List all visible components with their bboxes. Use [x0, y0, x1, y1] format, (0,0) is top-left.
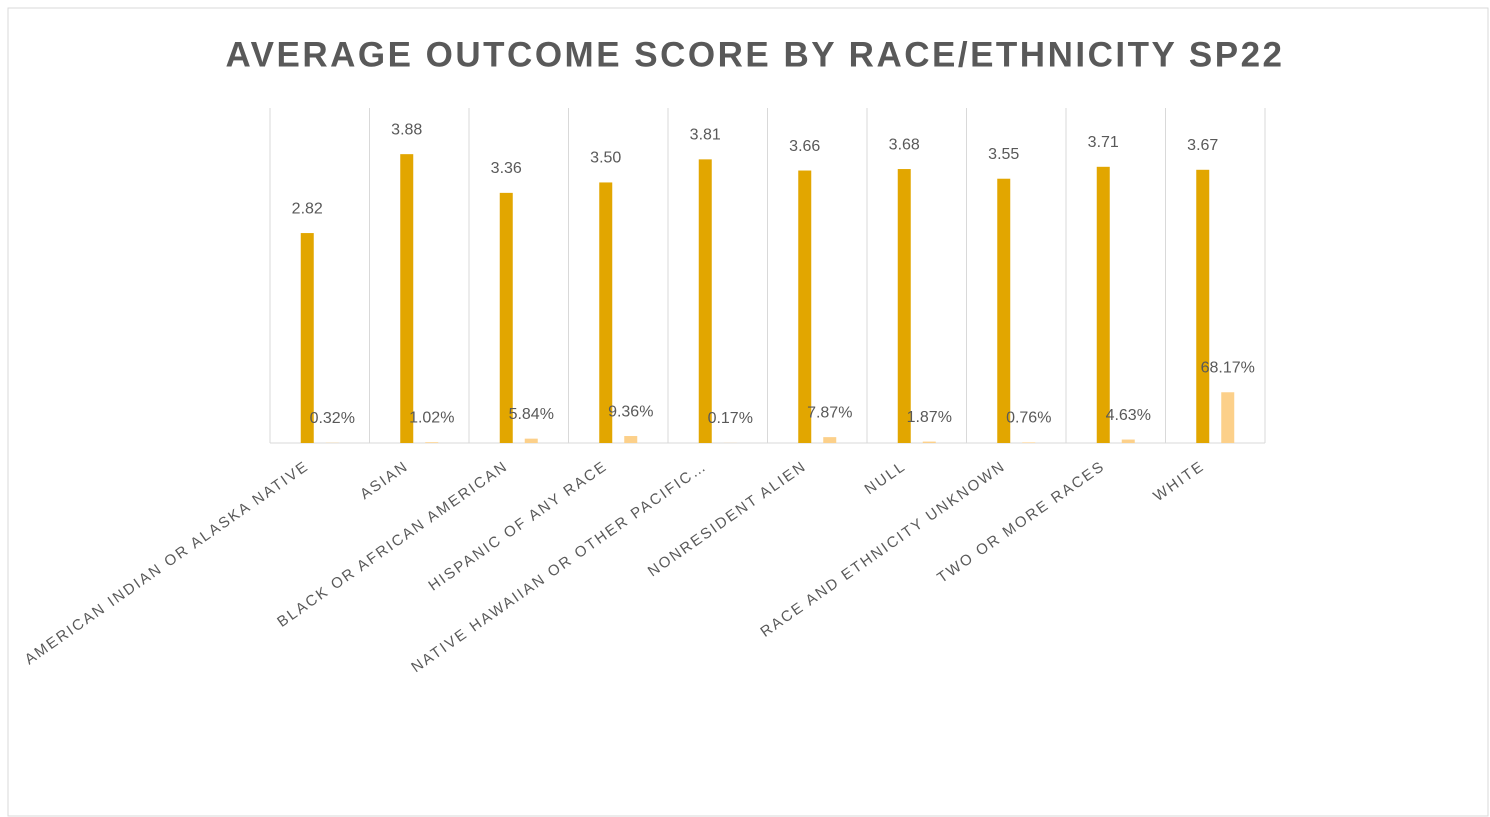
data-label: 4.63% [1106, 407, 1151, 424]
bar [499, 192, 513, 443]
bar [698, 159, 712, 443]
bar [997, 178, 1011, 443]
data-label: 3.68 [889, 136, 920, 153]
data-label: 1.02% [409, 409, 454, 426]
data-label: 9.36% [608, 403, 653, 420]
data-label: 1.87% [907, 409, 952, 426]
data-label: 0.32% [310, 410, 355, 427]
data-label: 3.50 [590, 150, 621, 167]
bar [1196, 169, 1210, 444]
data-label: 0.17% [708, 410, 753, 427]
data-label: 3.67 [1187, 137, 1218, 154]
data-label: 3.71 [1088, 134, 1119, 151]
bar [300, 233, 314, 443]
bar [524, 438, 538, 443]
chart-frame [7, 7, 1489, 817]
data-label: 3.55 [988, 146, 1019, 163]
bar [599, 182, 613, 443]
data-label: 3.36 [491, 160, 522, 177]
data-label: 3.81 [690, 127, 721, 144]
bar [400, 154, 414, 443]
bar [425, 442, 439, 443]
bar [823, 437, 837, 443]
data-label: 2.82 [292, 200, 323, 217]
data-label: 3.66 [789, 138, 820, 155]
data-label: 3.88 [391, 121, 422, 138]
data-label: 7.87% [807, 404, 852, 421]
chart-title: AVERAGE OUTCOME SCORE BY RACE/ETHNICITY … [225, 35, 1284, 74]
bar [1096, 166, 1110, 444]
bar [1022, 442, 1036, 443]
data-label: 68.17% [1201, 359, 1255, 376]
data-label: 0.76% [1006, 410, 1051, 427]
bar [798, 170, 812, 444]
bar [922, 441, 936, 443]
bar [1221, 392, 1235, 443]
bar [897, 169, 911, 444]
bar [624, 436, 638, 443]
data-label: 5.84% [509, 406, 554, 423]
bar [1121, 439, 1135, 443]
